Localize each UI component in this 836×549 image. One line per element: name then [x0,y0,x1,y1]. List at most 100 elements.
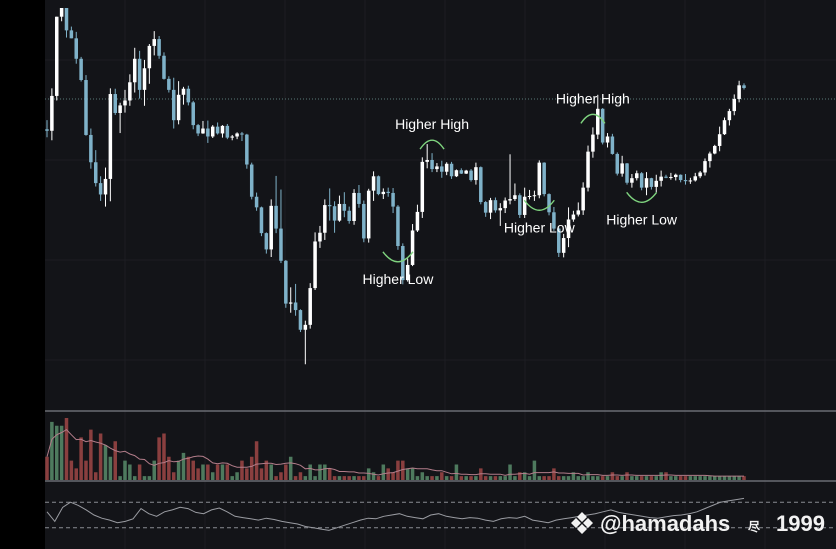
volume-moving-average-line [46,428,744,477]
candle-body [181,88,186,95]
volume-bar [410,468,415,480]
candle-body [323,205,327,233]
watermark-suffix: 1999 [776,511,825,536]
candle-body [113,94,117,113]
candle-body [186,88,191,103]
volume-bar [308,464,312,480]
candle-body [118,105,122,113]
volume-bar [171,472,176,480]
volume-bar [518,472,522,480]
volume-bar [103,445,108,480]
volume-bar [313,476,317,480]
volume-bar [376,476,381,480]
candle-body [440,166,444,172]
candle-body [532,195,537,197]
volume-bar [727,476,732,480]
candle-body [488,200,493,213]
candle-body [332,206,337,221]
candle-body [69,30,74,39]
volume-bar [347,476,351,480]
volume-bar [639,476,644,480]
volume-bar [288,456,293,480]
candle-body [303,324,308,330]
volume-bar [493,476,498,480]
candle-body [713,145,717,154]
candle-body [171,89,176,121]
candle-body [220,125,225,134]
candle-body [630,178,634,183]
volume-bar [108,456,113,480]
candle-body [128,82,132,101]
volume-bar [586,472,590,480]
candle-body [732,98,737,112]
candle-body [615,153,620,174]
candle-body [537,162,542,196]
volume-bar [454,464,459,480]
candle-body [142,68,147,90]
candle-body [605,136,610,143]
candle-body [327,205,332,207]
volume-bar [152,460,156,480]
candle-body [678,174,683,181]
candle-body [610,136,615,154]
candle-body [566,219,571,239]
volume-bar [561,476,566,480]
volume-bar [191,460,195,480]
candle-body [542,162,546,195]
candle-body [284,260,288,304]
volume-bar [654,476,659,480]
volume-bar [664,472,668,480]
candle-body [586,151,590,188]
candle-body [240,133,244,135]
volume-bar [498,476,503,480]
volume-bar [605,476,610,480]
volume-bar [386,468,390,480]
candle-body [693,176,698,181]
volume-bar [249,456,254,480]
volume-bar [469,476,473,480]
candle-body [274,205,278,229]
higher-low-arc [382,251,414,263]
candle-body [576,210,581,215]
candle-body [298,310,303,330]
volume-bar [147,476,152,480]
higher-low-arc [523,199,555,211]
candle-body [401,246,405,281]
candle-body [737,85,741,99]
candle-body [591,134,595,152]
candle-body [201,128,205,134]
volume-bar [488,476,493,480]
volume-bar [298,472,303,480]
candle-body [557,228,561,253]
volume-bar [449,476,454,480]
volume-bar [508,464,512,480]
candle-body [444,163,449,172]
volume-bar [342,476,347,480]
volume-bar [303,476,308,480]
candle-body [137,58,142,90]
candle-body [498,208,503,211]
candle-body [435,166,439,170]
candle-body [362,203,366,239]
candle-body [318,232,322,242]
candle-body [157,39,161,56]
volume-bar [220,464,225,480]
volume-bar [396,460,400,480]
volume-bar [620,476,624,480]
volume-bar [362,476,366,480]
annotation-layer: Higher High Higher Low Higher Low Higher Hi… [363,90,678,286]
candle-body [464,170,468,174]
volume-bar [215,464,220,480]
volume-bar [513,476,517,480]
candle-body [391,192,395,207]
candle-body [249,164,254,197]
volume-bar [440,472,444,480]
candle-body [547,194,551,213]
candle-body [430,159,434,170]
volume-bar [196,468,200,480]
candle-body [347,210,351,221]
candle-body [103,178,108,195]
grid-lines [45,0,836,549]
candle-body [503,200,507,209]
volume-bar [274,476,278,480]
